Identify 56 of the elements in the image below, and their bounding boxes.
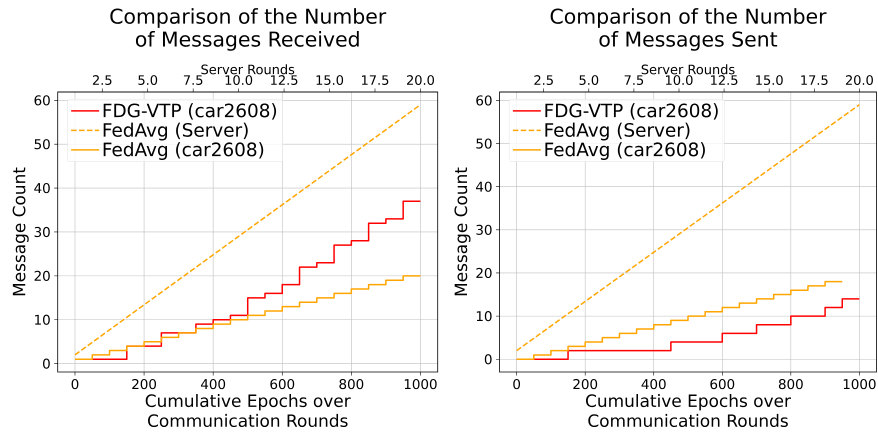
x2-tick-label: 10.0: [226, 75, 252, 85]
x2-tick-label: 12.5: [271, 75, 298, 85]
x-tick-label: 1000: [844, 379, 876, 390]
x2-tick-label: 17.5: [362, 75, 388, 85]
legend-label: FedAvg (car2608): [104, 142, 264, 160]
x2-tick-label: 15.0: [756, 75, 783, 85]
x-tick-label: 1000: [404, 379, 437, 390]
x-tick-label: 200: [573, 379, 598, 390]
x-axis-title: Cumulative Epochs over Communication Rounds: [586, 394, 791, 428]
x2-tick-label: 2.5: [534, 75, 553, 85]
y-tick-label: 60: [34, 95, 50, 106]
x-tick-label: 200: [132, 379, 156, 390]
y-tick-label: 10: [476, 311, 492, 322]
legend-label: FedAvg (car2608): [545, 142, 705, 160]
x-tick-label: 600: [270, 379, 294, 390]
y-tick-label: 60: [476, 95, 492, 106]
x2-tick-label: 5.0: [580, 75, 598, 85]
y-tick-label: 30: [476, 224, 492, 235]
x2-tick-label: 7.5: [624, 75, 644, 85]
x-tick-label: 400: [200, 379, 226, 390]
y-tick-label: 0: [43, 358, 50, 369]
x-tick-label: 800: [778, 379, 803, 390]
x2-tick-label: 7.5: [184, 75, 202, 85]
x-axis-title: Cumulative Epochs over Communication Rounds: [146, 394, 351, 428]
chart-title: Comparison of the Number of Messages Received: [110, 8, 386, 51]
y-tick-label: 30: [34, 226, 50, 238]
x2-tick-label: 2.5: [92, 75, 112, 85]
chart-title: Comparison of the Number of Messages Sent: [550, 8, 826, 51]
legend-label: FedAvg (Server): [104, 122, 248, 140]
x2-tick-label: 15.0: [316, 75, 344, 85]
x2-axis-title: Server Rounds: [201, 64, 294, 74]
y-tick-label: 40: [476, 182, 492, 192]
x-tick-label: 0: [513, 379, 520, 390]
y-tick-label: 0: [484, 354, 492, 364]
y-tick-label: 50: [476, 138, 492, 149]
x-tick-label: 800: [339, 379, 364, 390]
y-tick-label: 20: [34, 270, 50, 281]
y-tick-label: 20: [476, 268, 492, 278]
x-tick-label: 600: [710, 379, 734, 390]
y-tick-label: 10: [35, 314, 50, 325]
y-tick-label: 40: [34, 183, 50, 194]
x2-tick-label: 12.5: [711, 75, 738, 85]
legend-label: FDG-VTP (car2608): [104, 103, 276, 120]
legend-label: FDG-VTP (car2608): [545, 103, 718, 120]
x2-axis-title: Server Rounds: [642, 64, 735, 74]
x-tick-label: 0: [72, 379, 78, 390]
x2-tick-label: 10.0: [666, 75, 693, 85]
y-tick-label: 50: [34, 139, 50, 150]
x2-tick-label: 5.0: [138, 75, 158, 85]
y-axis-title: Message Count: [12, 167, 29, 296]
x2-tick-label: 20.0: [846, 75, 873, 85]
x2-tick-label: 20.0: [406, 75, 434, 85]
x-tick-label: 400: [642, 379, 666, 390]
legend-label: FedAvg (Server): [545, 122, 690, 140]
y-axis-title: Message Count: [454, 167, 471, 296]
x2-tick-label: 17.5: [801, 75, 828, 85]
